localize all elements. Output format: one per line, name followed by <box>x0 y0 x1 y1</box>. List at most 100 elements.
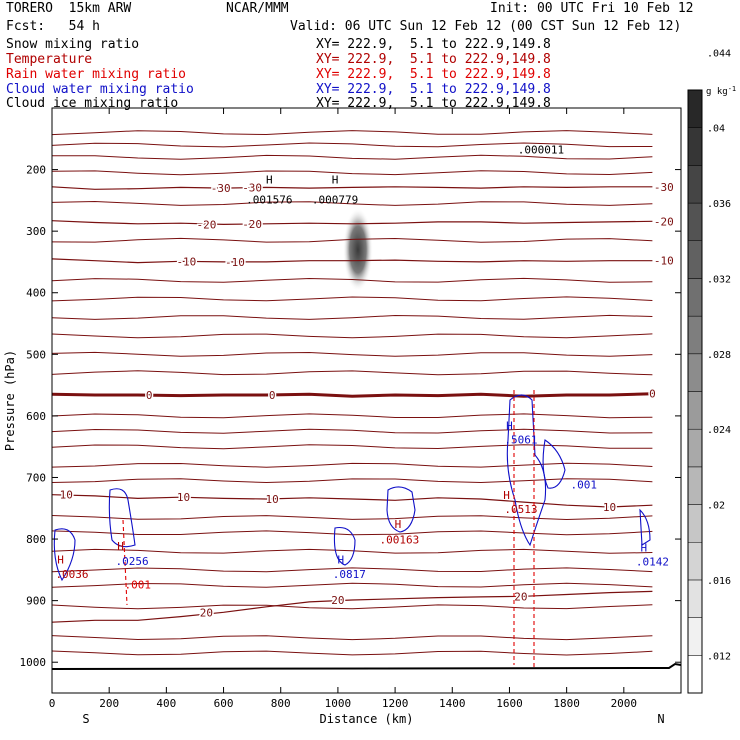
contour-annotation: H <box>641 541 648 554</box>
colorbar-cell <box>687 504 703 543</box>
x-tick-label: 200 <box>99 697 119 710</box>
x-tick-label: 2000 <box>611 697 638 710</box>
y-tick-label: 700 <box>26 471 46 484</box>
y-tick-label: 400 <box>26 287 46 300</box>
rain-water-contour <box>122 519 128 606</box>
isotherm-line <box>51 444 653 450</box>
isotherm-line <box>51 200 653 206</box>
isotherm-line <box>51 604 653 610</box>
temperature-contour <box>51 258 653 264</box>
colorbar-tick-label: .04 <box>707 124 725 135</box>
isotherm-line <box>51 351 653 357</box>
isotherm-line <box>51 170 653 176</box>
contour-annotation: H <box>503 489 510 502</box>
contour-annotation: .000011 <box>518 144 564 157</box>
contour-label: 0 <box>649 388 656 401</box>
contour-annotation: .0256 <box>115 555 148 568</box>
isotherm-line <box>52 154 653 160</box>
legend-name-temperature: Temperature <box>6 52 93 67</box>
y-tick-label: 800 <box>26 533 46 546</box>
legend-name-cloud-ice: Cloud ice mixing ratio <box>6 96 179 111</box>
contour-annotation: .00163 <box>380 533 420 546</box>
contour-label: 10 <box>266 493 279 506</box>
x-tick-label: 1800 <box>553 697 580 710</box>
colorbar-tick-label: .028 <box>707 350 731 361</box>
legend-name-snow: Snow mixing ratio <box>6 37 140 52</box>
contour-label: -30 <box>654 181 674 194</box>
contour-label: -30 <box>211 182 231 195</box>
terrain-line <box>51 662 682 670</box>
isotherm-line <box>51 370 653 376</box>
legend-xy-cloud-ice: XY= 222.9, 5.1 to 222.9,149.8 <box>316 96 551 111</box>
contour-annotation: H <box>506 419 513 432</box>
contour-label: -20 <box>242 218 262 231</box>
contour-label: 20 <box>514 590 527 603</box>
x-tick-label: 800 <box>271 697 291 710</box>
cloud-water-contour <box>333 526 356 566</box>
legend-name-cloud-water: Cloud water mixing ratio <box>6 82 194 97</box>
center-label: NCAR/MMM <box>226 1 289 16</box>
isotherm-line <box>51 413 653 419</box>
contour-annotation: H <box>266 174 273 187</box>
legend-name-rain: Rain water mixing ratio <box>6 67 187 82</box>
colorbar-tick-label: .036 <box>707 199 731 210</box>
legend-xy-temperature: XY= 222.9, 5.1 to 222.9,149.8 <box>316 52 551 67</box>
y-tick-label: 900 <box>26 595 46 608</box>
x-end-label-north: N <box>657 712 664 726</box>
x-tick-label: 400 <box>156 697 176 710</box>
colorbar-tick-label: .02 <box>707 501 725 512</box>
isotherm-line <box>51 548 653 554</box>
contour-annotation: .0817 <box>333 568 366 581</box>
contour-label: -20 <box>196 218 216 231</box>
isotherm-line <box>51 635 653 641</box>
x-end-label-south: S <box>82 712 89 726</box>
contour-annotation: .5061 <box>504 434 537 447</box>
colorbar-tick-label: .016 <box>707 576 731 587</box>
isotherm-line <box>51 277 653 283</box>
isotherm-line <box>51 582 653 588</box>
temperature-contour <box>51 220 653 226</box>
colorbar-frame <box>687 89 703 694</box>
colorbar-cell <box>687 278 703 317</box>
colorbar-cell <box>687 315 703 355</box>
isotherm-line <box>51 478 653 484</box>
cloud-water-contour <box>108 488 136 548</box>
contour-label: 10 <box>177 491 190 504</box>
colorbar-cell <box>687 202 703 241</box>
contour-annotation: H <box>57 554 64 567</box>
colorbar-cell <box>687 428 703 468</box>
y-tick-label: 300 <box>26 225 46 238</box>
contour-annotation: .001 <box>571 479 598 492</box>
x-tick-label: 600 <box>214 697 234 710</box>
contour-annotation: .001576 <box>246 193 292 206</box>
isotherm-line <box>51 567 653 573</box>
colorbar-cell <box>687 240 703 279</box>
colorbar-cell <box>687 391 703 430</box>
colorbar-tick-label: .044 <box>707 48 731 59</box>
isotherm-line <box>51 462 653 468</box>
x-tick-label: 1400 <box>439 697 466 710</box>
isotherm-line <box>51 333 653 339</box>
x-tick-label: 0 <box>49 697 56 710</box>
colorbar-cell <box>687 466 703 505</box>
x-tick-label: 1200 <box>382 697 409 710</box>
temperature-contour <box>51 494 653 508</box>
contour-label: -20 <box>654 215 674 228</box>
contour-annotation: .001 <box>125 578 152 591</box>
colorbar-cell <box>687 655 703 694</box>
temperature-contour <box>51 392 653 398</box>
isotherm-line <box>51 130 653 136</box>
colorbar-tick-label: .012 <box>707 651 731 662</box>
colorbar-cell <box>687 353 703 392</box>
cloud-water-contour <box>542 439 566 489</box>
contour-label: 20 <box>200 606 213 619</box>
legend-xy-cloud-water: XY= 222.9, 5.1 to 222.9,149.8 <box>316 82 551 97</box>
contour-annotation: .000779 <box>312 193 358 206</box>
colorbar-unit-label: g kg-1 <box>706 85 736 97</box>
x-axis-label: Distance (km) <box>320 712 414 726</box>
contour-label: 10 <box>60 489 73 502</box>
contour-label: 0 <box>269 389 276 402</box>
cloud-water-contour <box>506 394 547 547</box>
contour-annotation: H <box>395 518 402 531</box>
